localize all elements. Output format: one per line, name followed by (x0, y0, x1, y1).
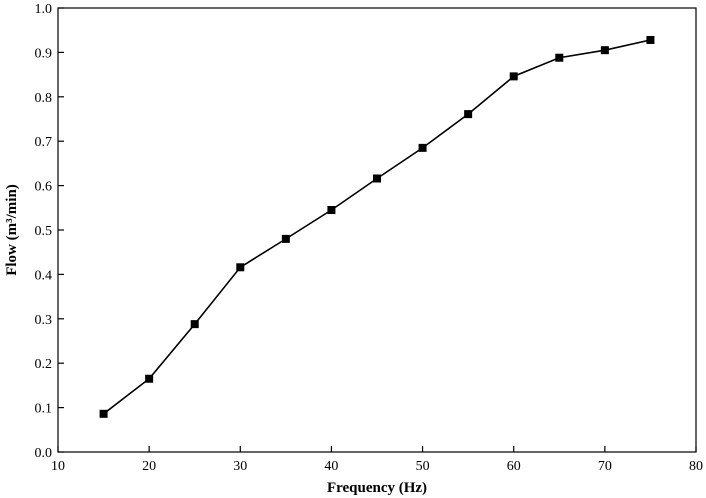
y-axis-title: Flow (m³/min) (4, 184, 20, 276)
x-tick-label: 50 (416, 459, 430, 474)
data-point-marker (418, 143, 427, 152)
x-tick-label: 80 (689, 459, 703, 474)
y-tick-label: 0.0 (35, 446, 53, 461)
data-point-marker (145, 374, 154, 383)
y-tick-label: 0.9 (35, 46, 53, 61)
data-point-marker (190, 320, 199, 329)
y-axis-ticks: 0.0 0.1 0.2 0.3 0.4 0.5 0.6 0.7 0.8 0.9 1.0 (35, 2, 64, 461)
y-tick-label: 0.8 (35, 91, 53, 106)
x-tick-label: 70 (598, 459, 612, 474)
y-tick-label: 0.3 (35, 313, 53, 328)
data-point-marker (646, 35, 655, 44)
x-tick-label: 60 (507, 459, 521, 474)
y-tick-label: 1.0 (35, 2, 53, 17)
y-tick-label: 0.1 (35, 402, 53, 417)
y-tick-label: 0.7 (35, 135, 53, 150)
plot-frame (57, 7, 697, 453)
data-point-marker (281, 234, 290, 243)
data-point-marker (99, 409, 108, 418)
data-point-marker (555, 53, 564, 62)
data-point-marker (464, 110, 473, 119)
x-tick-label: 40 (324, 459, 338, 474)
data-point-marker (600, 46, 609, 55)
data-point-marker (327, 206, 336, 215)
data-point-marker (236, 263, 245, 272)
y-tick-label: 0.6 (35, 180, 53, 195)
series-layer (99, 35, 655, 418)
data-point-marker (509, 72, 518, 81)
x-tick-label: 20 (142, 459, 156, 474)
y-tick-label: 0.5 (35, 224, 53, 239)
series-line (103, 39, 651, 415)
x-axis-title: Frequency (Hz) (327, 480, 427, 496)
data-point-marker (373, 174, 381, 183)
x-tick-label: 10 (51, 459, 65, 474)
y-tick-label: 0.4 (35, 268, 53, 283)
y-tick-label: 0.2 (35, 357, 53, 372)
x-tick-label: 30 (233, 459, 247, 474)
x-axis-ticks: 10 20 30 40 50 60 70 80 (51, 446, 703, 474)
